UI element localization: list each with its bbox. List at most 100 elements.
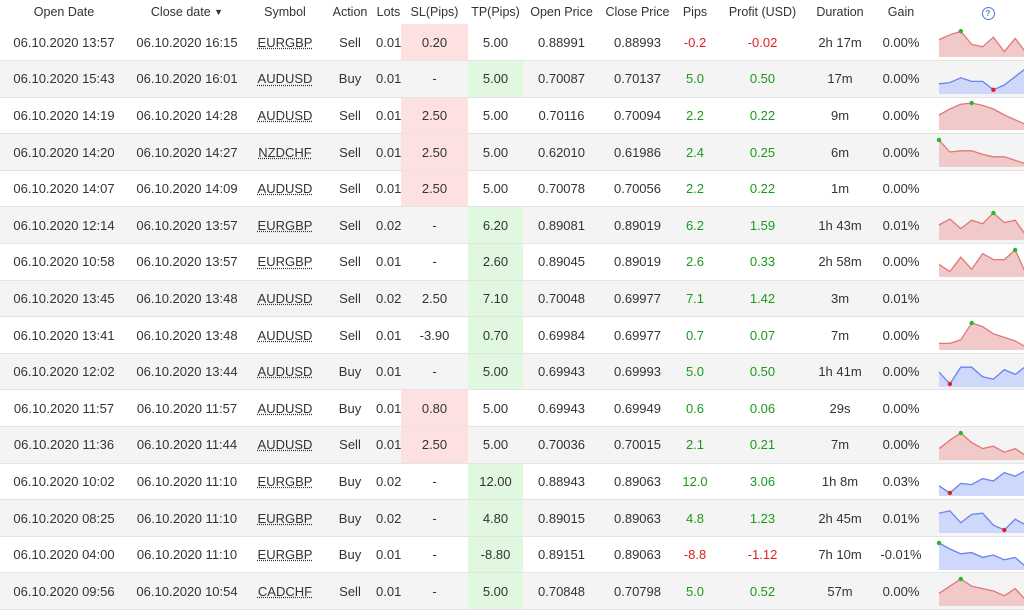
cell-open-date: 06.10.2020 13:57 <box>13 34 115 50</box>
symbol-link[interactable]: AUDUSD <box>257 181 313 197</box>
table-row[interactable]: 06.10.2020 12:02 06.10.2020 13:44 AUDUSD Bu… <box>0 353 1024 390</box>
cell-close-date: 06.10.2020 13:57 <box>136 254 238 270</box>
table-row[interactable]: 06.10.2020 10:58 06.10.2020 13:57 EURGBP Se… <box>0 243 1024 281</box>
symbol-link[interactable]: AUDUSD <box>257 327 313 343</box>
symbol-link[interactable]: EURGBP <box>257 510 313 526</box>
cell-tp: 5.00 <box>482 437 509 453</box>
cell-duration: 7m <box>830 327 850 343</box>
table-row[interactable]: 06.10.2020 14:19 06.10.2020 14:28 AUDUSD Se… <box>0 97 1024 134</box>
col-lots[interactable]: Lots <box>376 0 401 24</box>
cell-open-price: 0.70078 <box>538 181 585 197</box>
cell-profit: 0.50 <box>749 364 776 380</box>
cell-gain: 0.00% <box>882 437 920 453</box>
table-row[interactable]: 06.10.2020 09:56 06.10.2020 10:54 CADCHF Se… <box>0 572 1024 610</box>
cell-action: Sell <box>339 254 361 270</box>
help-icon[interactable]: ? <box>981 6 995 20</box>
symbol-link[interactable]: AUDUSD <box>257 71 313 87</box>
table-row[interactable]: 06.10.2020 14:20 06.10.2020 14:27 NZDCHF Se… <box>0 133 1024 171</box>
table-row[interactable]: 06.10.2020 13:57 06.10.2020 16:15 EURGBP Se… <box>0 24 1024 61</box>
sparkline-low-marker <box>991 87 996 92</box>
col-gain[interactable]: Gain <box>870 0 932 24</box>
table-row[interactable]: 06.10.2020 13:41 06.10.2020 13:48 AUDUSD Se… <box>0 316 1024 354</box>
cell-close-price: 0.69977 <box>614 290 661 306</box>
table-row[interactable]: 06.10.2020 11:57 06.10.2020 11:57 AUDUSD Bu… <box>0 389 1024 427</box>
col-close-date[interactable]: Close date ▼ <box>128 0 246 24</box>
cell-tp: 4.80 <box>468 499 523 537</box>
sparkline-chart <box>938 577 1024 607</box>
table-row[interactable]: 06.10.2020 11:36 06.10.2020 11:44 AUDUSD Se… <box>0 426 1024 464</box>
table-row[interactable]: 06.10.2020 08:25 06.10.2020 11:10 EURGBP Bu… <box>0 499 1024 537</box>
cell-symbol: EURGBP <box>246 536 324 573</box>
col-action[interactable]: Action <box>324 0 376 24</box>
symbol-link[interactable]: AUDUSD <box>257 290 313 306</box>
table-row[interactable]: 06.10.2020 13:45 06.10.2020 13:48 AUDUSD Se… <box>0 280 1024 317</box>
cell-symbol: CADCHF <box>246 573 324 610</box>
symbol-link[interactable]: AUDUSD <box>257 107 313 123</box>
cell-sparkline <box>932 170 1024 207</box>
cell-lots: 0.01 <box>376 547 402 563</box>
table-row[interactable]: 06.10.2020 04:00 06.10.2020 11:10 EURGBP Bu… <box>0 536 1024 573</box>
cell-sl: 0.80 <box>401 389 468 427</box>
cell-lots: 0.01 <box>376 364 402 380</box>
cell-sl: 2.50 <box>401 170 468 207</box>
cell-open-date: 06.10.2020 12:14 <box>13 217 115 233</box>
col-symbol[interactable]: Symbol <box>246 0 324 24</box>
symbol-link[interactable]: AUDUSD <box>257 364 313 380</box>
symbol-link[interactable]: AUDUSD <box>257 437 313 453</box>
symbol-link[interactable]: EURGBP <box>257 34 313 50</box>
table-row[interactable]: 06.10.2020 12:14 06.10.2020 13:57 EURGBP Se… <box>0 206 1024 244</box>
cell-close-price: 0.89063 <box>614 510 661 526</box>
col-open-price[interactable]: Open Price <box>523 0 600 24</box>
cell-open-date: 06.10.2020 04:00 <box>13 547 115 563</box>
symbol-link[interactable]: EURGBP <box>257 254 313 270</box>
symbol-link[interactable]: CADCHF <box>257 583 313 599</box>
table-row[interactable]: 06.10.2020 10:02 06.10.2020 11:10 EURGBP Bu… <box>0 463 1024 500</box>
cell-lots: 0.01 <box>376 181 402 197</box>
sparkline-line <box>938 366 1024 385</box>
cell-symbol: AUDUSD <box>246 280 324 317</box>
sparkline-high-marker <box>991 211 996 216</box>
cell-sparkline <box>932 390 1024 427</box>
sparkline-area <box>939 140 1024 168</box>
cell-close-date: 06.10.2020 14:28 <box>136 107 238 123</box>
table-row[interactable]: 06.10.2020 14:07 06.10.2020 14:09 AUDUSD Se… <box>0 170 1024 207</box>
cell-pips: 2.2 <box>685 181 705 197</box>
cell-symbol: EURGBP <box>246 244 324 281</box>
cell-tp: 5.00 <box>482 107 509 123</box>
sparkline-low-marker <box>947 491 953 496</box>
cell-open-price: 0.89151 <box>538 547 585 563</box>
sparkline-chart <box>938 366 1024 387</box>
cell-open-price: 0.88943 <box>538 473 585 489</box>
cell-tp: 5.00 <box>482 400 509 416</box>
col-duration[interactable]: Duration <box>810 0 870 24</box>
cell-tp: 5.00 <box>482 181 509 197</box>
cell-gain: 0.01% <box>882 217 920 233</box>
cell-open-date: 06.10.2020 10:58 <box>13 254 115 270</box>
cell-close-date: 06.10.2020 13:48 <box>136 290 238 306</box>
cell-sl: 2.50 <box>421 290 448 306</box>
col-close-price[interactable]: Close Price <box>600 0 675 24</box>
symbol-link[interactable]: EURGBP <box>257 217 313 233</box>
symbol-link[interactable]: EURGBP <box>257 473 313 489</box>
col-tp[interactable]: TP(Pips) <box>468 0 523 24</box>
col-pips[interactable]: Pips <box>675 0 715 24</box>
cell-action: Sell <box>339 217 361 233</box>
col-duration-label: Duration <box>816 5 864 19</box>
sparkline-low-marker <box>1002 527 1007 533</box>
col-profit[interactable]: Profit (USD) <box>715 0 810 24</box>
cell-sparkline <box>932 280 1024 317</box>
sparkline-high-marker <box>936 137 942 143</box>
cell-lots: 0.02 <box>376 290 402 306</box>
col-sl[interactable]: SL(Pips) <box>401 0 468 24</box>
cell-pips: 2.2 <box>685 107 705 123</box>
symbol-link[interactable]: AUDUSD <box>257 400 313 416</box>
table-row[interactable]: 06.10.2020 15:43 06.10.2020 16:01 AUDUSD Bu… <box>0 60 1024 98</box>
col-open-date[interactable]: Open Date <box>0 0 128 24</box>
cell-sparkline <box>932 536 1024 573</box>
sparkline-area <box>939 471 1024 497</box>
cell-gain: 0.01% <box>882 290 920 306</box>
cell-lots: 0.02 <box>376 217 402 233</box>
symbol-link[interactable]: NZDCHF <box>258 144 312 160</box>
symbol-link[interactable]: EURGBP <box>257 547 313 563</box>
cell-close-date: 06.10.2020 11:44 <box>136 437 238 453</box>
